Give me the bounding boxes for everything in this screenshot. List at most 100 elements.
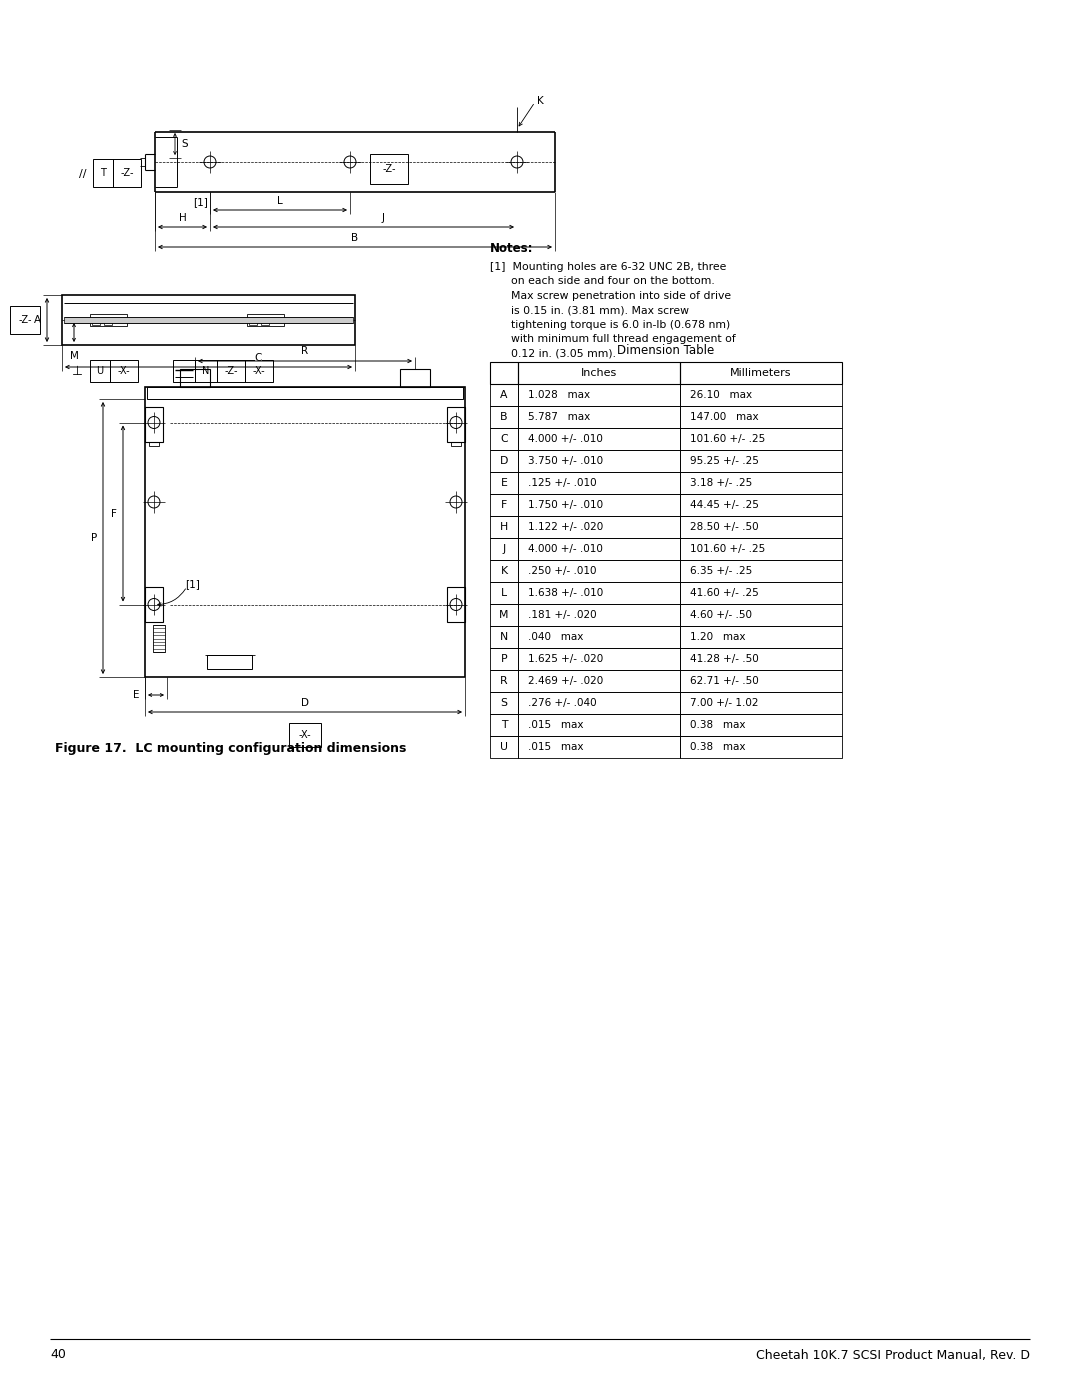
Text: ⊥: ⊥ (71, 365, 82, 377)
Text: 1.750 +/- .010: 1.750 +/- .010 (528, 500, 603, 510)
Bar (518, 495, 680, 515)
Text: 44.45 +/- .25: 44.45 +/- .25 (690, 500, 759, 510)
Bar (680, 736, 842, 759)
Bar (518, 515, 680, 538)
Bar (518, 604, 680, 626)
Bar (490, 583, 518, 604)
Text: .015   max: .015 max (528, 719, 583, 731)
Text: H: H (178, 212, 187, 224)
Bar (518, 384, 680, 407)
Bar (680, 626, 842, 648)
Bar (518, 362, 680, 384)
Text: -Z-: -Z- (18, 314, 31, 326)
Bar (145, 587, 163, 622)
Text: -Z-: -Z- (225, 366, 238, 376)
Bar (518, 714, 680, 736)
Bar (490, 604, 518, 626)
Bar (680, 560, 842, 583)
Text: M: M (69, 351, 79, 360)
Text: [1]  Mounting holes are 6-32 UNC 2B, three
      on each side and four on the bo: [1] Mounting holes are 6-32 UNC 2B, thre… (490, 263, 735, 359)
Text: D: D (500, 455, 509, 467)
Text: [1]: [1] (193, 197, 207, 207)
Bar (518, 427, 680, 450)
Bar (490, 427, 518, 450)
Text: .125 +/- .010: .125 +/- .010 (528, 478, 596, 488)
Text: .250 +/- .010: .250 +/- .010 (528, 566, 596, 576)
Bar (680, 692, 842, 714)
Text: R: R (301, 346, 309, 356)
Text: M: M (499, 610, 509, 620)
Bar (490, 626, 518, 648)
Text: 1.028   max: 1.028 max (528, 390, 590, 400)
Bar (680, 515, 842, 538)
Bar (518, 583, 680, 604)
Bar (680, 583, 842, 604)
Bar (490, 407, 518, 427)
Bar (680, 604, 842, 626)
Bar (62, 295, 355, 345)
Text: .181 +/- .020: .181 +/- .020 (528, 610, 596, 620)
Bar (400, 369, 430, 387)
Bar (10, 306, 40, 334)
Text: 40: 40 (50, 1348, 66, 1362)
Bar (93, 159, 113, 187)
Text: Millimeters: Millimeters (730, 367, 792, 379)
Bar (518, 626, 680, 648)
Bar (147, 387, 463, 400)
Text: L: L (501, 588, 508, 598)
Bar (680, 407, 842, 427)
Bar (145, 407, 163, 441)
Text: P: P (91, 534, 97, 543)
Bar (110, 360, 138, 381)
Bar (180, 369, 210, 387)
Bar (92, 320, 100, 326)
Bar (370, 154, 408, 184)
Bar (451, 441, 461, 446)
Bar (217, 360, 245, 381)
Text: 147.00   max: 147.00 max (690, 412, 758, 422)
Text: T: T (100, 168, 106, 177)
Text: P: P (501, 654, 508, 664)
Bar (490, 538, 518, 560)
Text: U: U (500, 742, 508, 752)
Text: Inches: Inches (581, 367, 617, 379)
Text: 1.638 +/- .010: 1.638 +/- .010 (528, 588, 604, 598)
Bar (195, 360, 217, 381)
Text: 28.50 +/- .50: 28.50 +/- .50 (690, 522, 758, 532)
Text: B: B (500, 412, 508, 422)
Bar (153, 624, 165, 652)
Bar (64, 317, 353, 323)
Text: A: A (500, 390, 508, 400)
Bar (518, 472, 680, 495)
Bar (518, 450, 680, 472)
Text: R: R (500, 676, 508, 686)
Text: D: D (301, 698, 309, 708)
Text: F: F (501, 500, 508, 510)
Bar (490, 736, 518, 759)
Text: 3.750 +/- .010: 3.750 +/- .010 (528, 455, 603, 467)
Text: -Z-: -Z- (382, 163, 395, 175)
Text: H: H (500, 522, 508, 532)
Text: .015   max: .015 max (528, 742, 583, 752)
Text: 101.60 +/- .25: 101.60 +/- .25 (690, 434, 766, 444)
Text: F: F (111, 509, 117, 518)
Text: 41.28 +/- .50: 41.28 +/- .50 (690, 654, 759, 664)
Bar (207, 655, 252, 669)
Text: B: B (351, 233, 359, 243)
Text: .040   max: .040 max (528, 631, 583, 643)
Text: A: A (33, 314, 41, 326)
Text: -Z-: -Z- (120, 168, 134, 177)
Bar (490, 515, 518, 538)
Text: J: J (502, 543, 505, 555)
Text: 3.18 +/- .25: 3.18 +/- .25 (690, 478, 753, 488)
Bar (245, 360, 273, 381)
Bar (680, 362, 842, 384)
Text: Figure 17.  LC mounting configuration dimensions: Figure 17. LC mounting configuration dim… (55, 742, 406, 754)
Text: 5.787   max: 5.787 max (528, 412, 591, 422)
Text: 0.38   max: 0.38 max (690, 719, 745, 731)
Bar (680, 648, 842, 671)
Bar (518, 671, 680, 692)
Text: 1.122 +/- .020: 1.122 +/- .020 (528, 522, 604, 532)
Bar (518, 736, 680, 759)
Text: E: E (133, 690, 139, 700)
